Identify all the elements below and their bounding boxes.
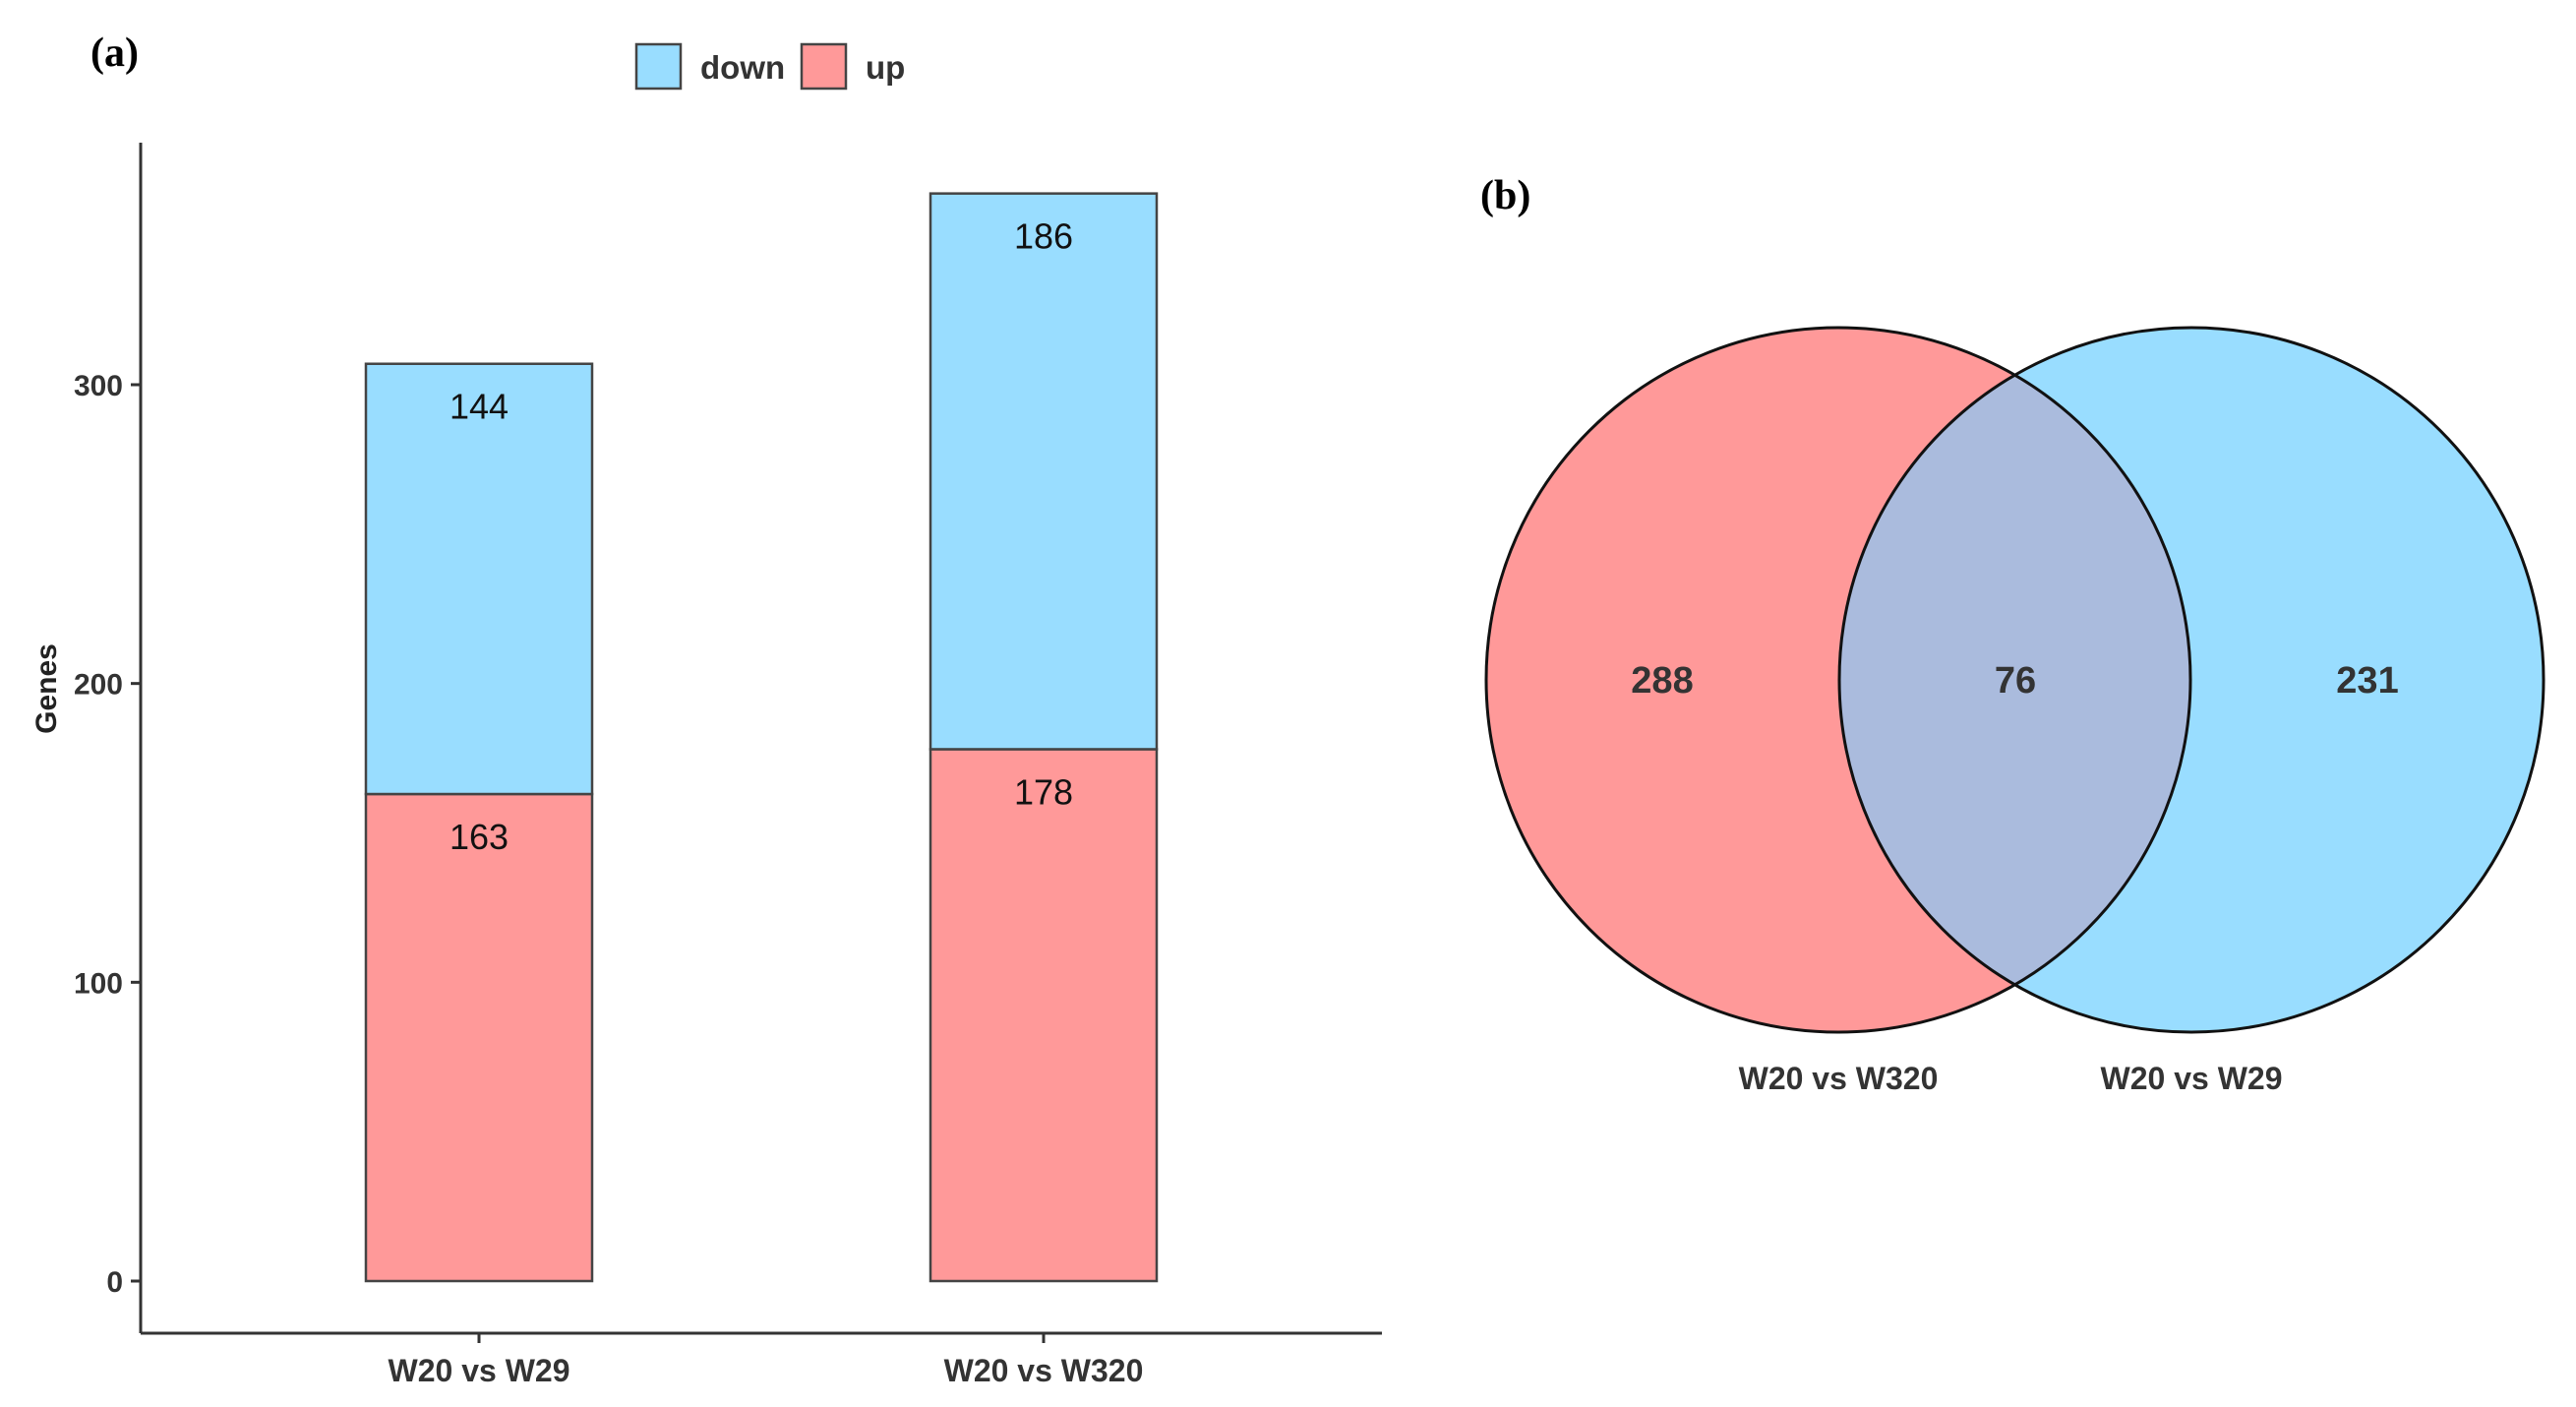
y-axis: 0 100 200 300 [74,143,143,1333]
x-axis: W20 vs W29 W20 vs W320 [141,1331,1382,1388]
bar-marks [364,192,1159,1283]
data-label-down-w20-vs-w29: 144 [449,387,509,427]
legend-label-down: down [700,49,785,86]
x-tick-label-w20-vs-w29: W20 vs W29 [389,1353,570,1388]
y-tick-label-100: 100 [74,967,123,1000]
y-tick-label-200: 200 [74,669,123,702]
legend-key-up [800,42,848,91]
panel-a-label: (a) [90,31,139,76]
data-label-down-w20-vs-w320: 186 [1014,216,1073,257]
bar-down-w20-vs-w320 [929,192,1159,751]
data-label-up-w20-vs-w29: 163 [449,817,509,857]
bar-up-w20-vs-w29 [364,792,594,1283]
data-label-up-w20-vs-w320: 178 [1014,771,1073,812]
legend-key-down [634,42,683,91]
venn-count-intersection: 76 [1995,660,2036,702]
venn-outline-w20-vs-w320 [1484,326,2192,1034]
bar-up-w20-vs-w320 [929,748,1159,1283]
y-tick-label-300: 300 [74,370,123,402]
y-axis-title: Genes [30,643,63,734]
venn-set-label-w20-vs-w29: W20 vs W29 [2101,1061,2283,1096]
y-tick-label-0: 0 [106,1266,123,1299]
venn-count-w20-vs-w29-only: 231 [2336,660,2398,702]
legend: down up [634,42,905,91]
venn-intersection [1839,375,2190,985]
venn-count-w20-vs-w320-only: 288 [1631,660,1693,702]
bar-data-labels: 163 144 178 186 [449,216,1073,857]
x-tick-label-w20-vs-w320: W20 vs W320 [944,1353,1144,1388]
venn-set-label-w20-vs-w320: W20 vs W320 [1739,1061,1939,1096]
legend-label-up: up [866,49,905,86]
venn-outline-w20-vs-w29 [1837,326,2546,1034]
bar-down-w20-vs-w29 [364,362,594,796]
panel-b-label: (b) [1480,173,1530,218]
venn-diagram: 288 76 231 W20 vs W320 W20 vs W29 [1484,326,2546,1096]
